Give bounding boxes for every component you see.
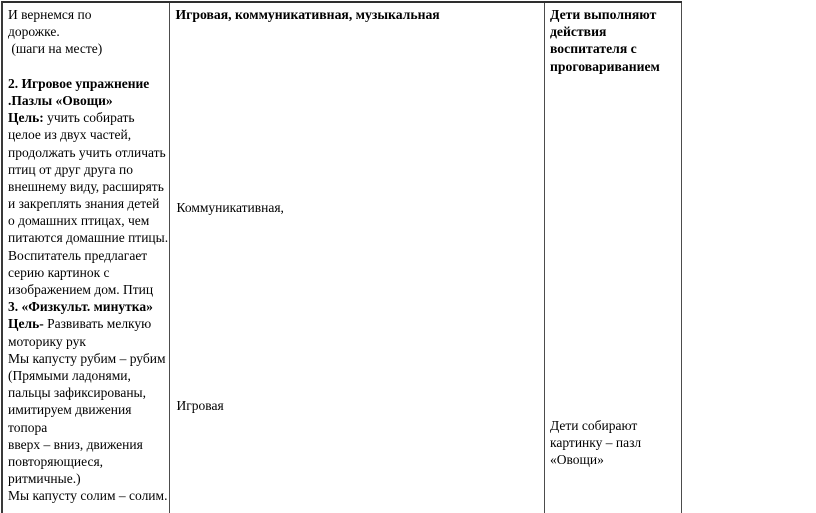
text-line: Цель- Развивать мелкую <box>8 316 152 332</box>
children-actions-header: Дети выполняют действия воспитателя с пр… <box>550 7 660 74</box>
activity-course-text: И вернемся по дорожке. (шаги на месте) 2.… <box>3 3 169 504</box>
column-activity-course: И вернемся по дорожке. (шаги на месте) 2.… <box>3 3 170 513</box>
text-line: изображением дом. Птиц <box>8 282 154 297</box>
text-line: топора <box>8 419 48 435</box>
text-line: внешнему виду, расширять <box>8 178 164 194</box>
text-line: И вернемся по <box>8 7 92 22</box>
text-line: питаются домашние птицы. <box>8 230 169 246</box>
children-actions-body: Дети собирают картинку – пазл «Овощи» <box>550 418 642 468</box>
column-activity-types: Игровая, коммуникативная, музыкальная Ко… <box>170 3 545 513</box>
text-line <box>3 58 169 75</box>
text-line: моторику рук <box>8 333 86 349</box>
text-line: пальцы зафиксированы, <box>8 385 146 401</box>
text-line: продолжать учить отличать <box>8 144 166 160</box>
text-line: Мы капусту рубим – рубим <box>8 350 166 366</box>
text-line: Мы капусту солим – солим. <box>8 488 168 504</box>
text-line: имитируем движения <box>8 402 132 418</box>
text-line: (шаги на месте) <box>8 41 103 57</box>
text-line: вверх – вниз, движения <box>8 436 143 452</box>
column-children-actions: Дети выполняют действия воспитателя с пр… <box>545 3 682 513</box>
text-line: и закреплять знания детей <box>8 196 160 212</box>
text-line: Цель: учить собирать <box>8 110 135 126</box>
activity-type-game: Игровая <box>176 398 224 413</box>
text-line: серию картинок с <box>8 264 110 280</box>
text-line: ритмичные.) <box>8 471 81 487</box>
text-line: 2. Игровое упражнение <box>8 75 150 91</box>
text-line: (Прямыми ладонями, <box>8 367 131 383</box>
text-line: Воспитатель предлагает <box>8 247 148 263</box>
text-line: .Пазлы «Овощи» <box>8 92 113 108</box>
text-line: о домашних птицах, чем <box>8 213 150 229</box>
text-line: 3. «Физкульт. минутка» <box>8 299 153 315</box>
text-line: птиц от друг друга по <box>8 161 133 177</box>
text-line: повторяющиеся, <box>8 453 104 469</box>
text-line: целое из двух частей, <box>8 127 132 143</box>
text-line: дорожке. <box>8 24 60 40</box>
activity-type-communicative: Коммуникативная, <box>176 200 284 215</box>
activity-types-header: Игровая, коммуникативная, музыкальная <box>175 7 440 22</box>
lesson-plan-table: И вернемся по дорожке. (шаги на месте) 2.… <box>1 1 682 513</box>
